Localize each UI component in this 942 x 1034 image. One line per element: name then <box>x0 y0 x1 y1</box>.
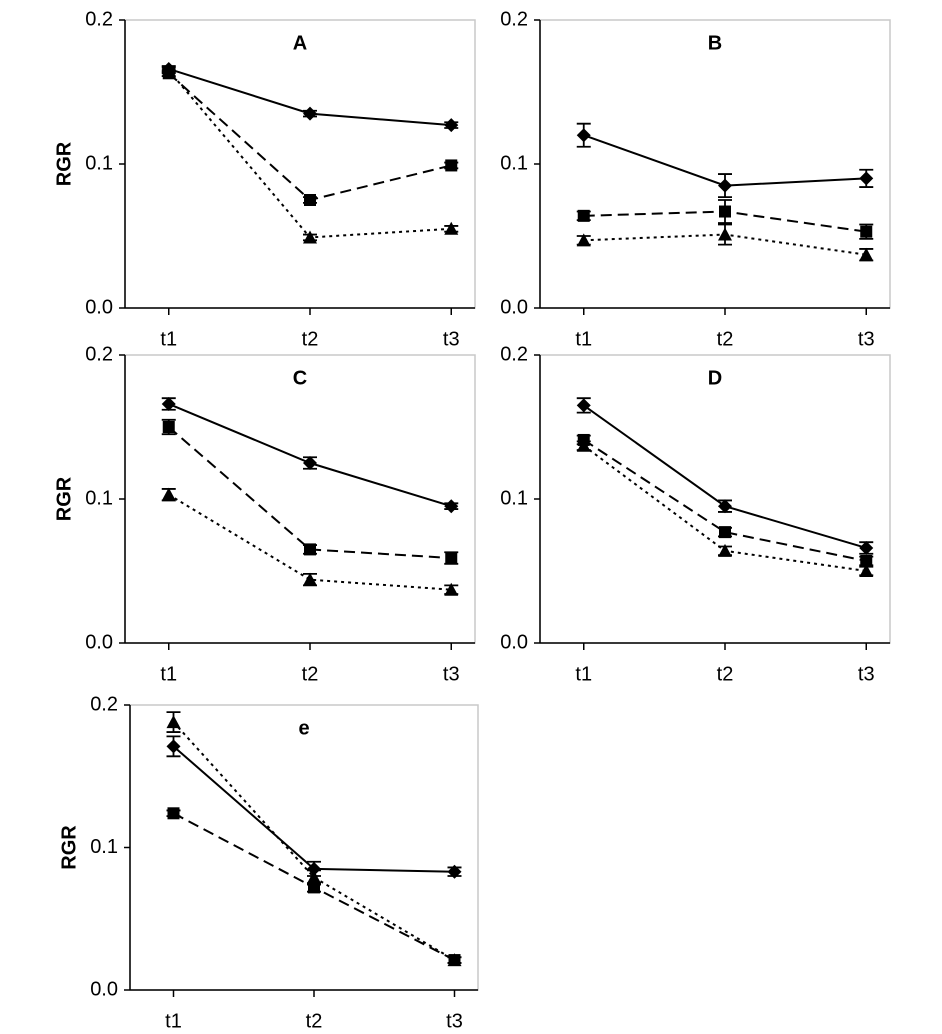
y-tick-label: 0.1 <box>500 487 528 509</box>
marker <box>303 572 317 586</box>
marker <box>303 230 317 244</box>
x-tick-label: t2 <box>717 328 734 350</box>
marker <box>719 205 731 218</box>
series-line <box>172 721 456 961</box>
panel-title: D <box>708 367 722 389</box>
x-tick-label: t3 <box>858 663 875 685</box>
series-line <box>167 69 452 239</box>
x-tick-label: t3 <box>446 1010 463 1032</box>
marker <box>447 864 462 879</box>
x-tick-label: t1 <box>160 663 177 685</box>
series-line <box>583 439 867 562</box>
marker <box>445 552 458 565</box>
plot-frame <box>539 19 891 309</box>
marker <box>304 194 316 206</box>
x-tick-label: t1 <box>165 1010 182 1032</box>
marker <box>444 221 459 235</box>
x-tick-label: t2 <box>306 1010 323 1032</box>
plot-frame <box>124 19 476 309</box>
marker <box>167 807 180 820</box>
marker <box>445 159 458 172</box>
y-tick-label: 0.0 <box>85 631 113 653</box>
marker <box>304 543 316 556</box>
y-tick-label: 0.2 <box>500 343 528 365</box>
y-tick-label: 0.0 <box>90 978 118 1000</box>
panel-title: e <box>298 717 309 739</box>
y-tick-label: 0.2 <box>90 693 118 715</box>
series-line <box>168 72 452 202</box>
marker <box>303 456 317 470</box>
x-tick-label: t3 <box>443 328 460 350</box>
y-tick-label: 0.0 <box>85 296 113 318</box>
marker <box>161 487 176 501</box>
y-tick-label: 0.0 <box>500 296 528 318</box>
marker <box>860 225 873 238</box>
y-axis-label: RGR <box>58 825 80 870</box>
y-tick-label: 0.1 <box>500 152 528 174</box>
x-tick-label: t3 <box>443 663 460 685</box>
x-tick-label: t1 <box>575 663 592 685</box>
x-tick-label: t2 <box>717 663 734 685</box>
y-tick-label: 0.1 <box>85 152 113 174</box>
y-tick-label: 0.1 <box>85 487 113 509</box>
marker <box>576 128 591 143</box>
marker <box>718 499 732 514</box>
series-line <box>168 493 452 591</box>
marker <box>444 118 459 133</box>
marker <box>718 178 732 193</box>
x-tick-label: t3 <box>858 328 875 350</box>
x-tick-label: t2 <box>302 663 319 685</box>
marker <box>719 526 731 539</box>
marker <box>444 582 459 596</box>
marker <box>161 63 176 77</box>
series-line <box>168 426 452 560</box>
y-axis-label: RGR <box>53 476 75 521</box>
marker <box>859 171 874 186</box>
x-tick-label: t1 <box>160 328 177 350</box>
y-tick-label: 0.2 <box>85 8 113 30</box>
marker <box>162 421 175 433</box>
plot-frame <box>129 704 479 991</box>
y-axis-label: RGR <box>53 141 75 186</box>
panel-title: B <box>708 32 722 54</box>
marker <box>860 554 873 567</box>
marker <box>307 870 321 884</box>
marker <box>718 543 732 557</box>
marker <box>576 233 591 247</box>
y-tick-label: 0.1 <box>90 836 118 858</box>
panel-title: A <box>293 32 307 54</box>
marker <box>859 540 874 555</box>
y-tick-label: 0.2 <box>85 343 113 365</box>
marker <box>166 739 181 754</box>
series-line <box>168 403 452 508</box>
marker <box>161 396 176 411</box>
panel-title: C <box>293 367 307 389</box>
marker <box>577 209 590 222</box>
y-tick-label: 0.0 <box>500 631 528 653</box>
marker <box>444 499 459 514</box>
x-tick-label: t1 <box>575 328 592 350</box>
marker <box>859 564 874 577</box>
marker <box>718 227 732 241</box>
marker <box>576 398 591 413</box>
marker <box>859 247 874 261</box>
y-tick-label: 0.2 <box>500 8 528 30</box>
marker <box>303 106 317 121</box>
marker <box>447 953 462 967</box>
x-tick-label: t2 <box>302 328 319 350</box>
marker <box>166 715 181 729</box>
marker <box>576 438 591 452</box>
series-line <box>172 745 455 873</box>
